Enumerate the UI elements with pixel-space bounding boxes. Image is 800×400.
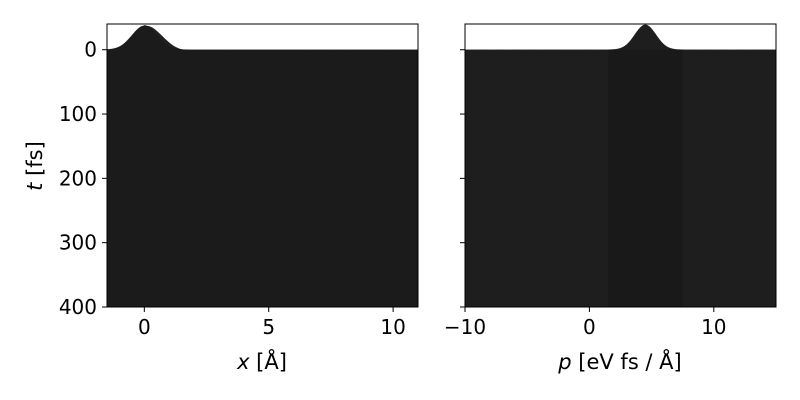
right-y-axis-ticks	[460, 49, 465, 308]
x-tick-label: −10	[444, 315, 486, 339]
x-tick-label: 10	[380, 315, 405, 339]
right-plot-frame	[464, 23, 777, 308]
left-x-axis-ticks: 0 5 10	[138, 307, 406, 339]
y-tick-label: 300	[59, 231, 97, 255]
x-tick-label: 10	[701, 315, 726, 339]
position-density-curve	[107, 25, 418, 307]
left-plot-frame	[106, 23, 419, 308]
y-tick-label: 100	[59, 102, 97, 126]
x-tick-label: 0	[583, 315, 596, 339]
left-x-axis-label: x [Å]	[236, 348, 287, 374]
x-tick-label: 0	[138, 315, 151, 339]
momentum-density-curve	[465, 24, 776, 307]
position-waterfall-panel: 0 5 10 0 100 200 300 400 x [Å] t [fs]	[23, 23, 419, 374]
momentum-density-overlap-band	[608, 49, 683, 307]
left-y-axis-ticks: 0 100 200 300 400	[59, 38, 107, 319]
position-density-curves	[107, 25, 418, 307]
momentum-waterfall-panel: −10 0 10 p [eV fs / Å]	[444, 23, 777, 374]
right-x-axis-ticks: −10 0 10	[444, 307, 727, 339]
y-axis-label: t [fs]	[23, 141, 47, 191]
right-x-axis-label: p [eV fs / Å]	[557, 348, 682, 374]
y-tick-label: 0	[84, 38, 97, 62]
momentum-density-curves	[465, 24, 776, 307]
y-tick-label: 400	[59, 295, 97, 319]
y-tick-label: 200	[59, 166, 97, 190]
x-tick-label: 5	[262, 315, 275, 339]
